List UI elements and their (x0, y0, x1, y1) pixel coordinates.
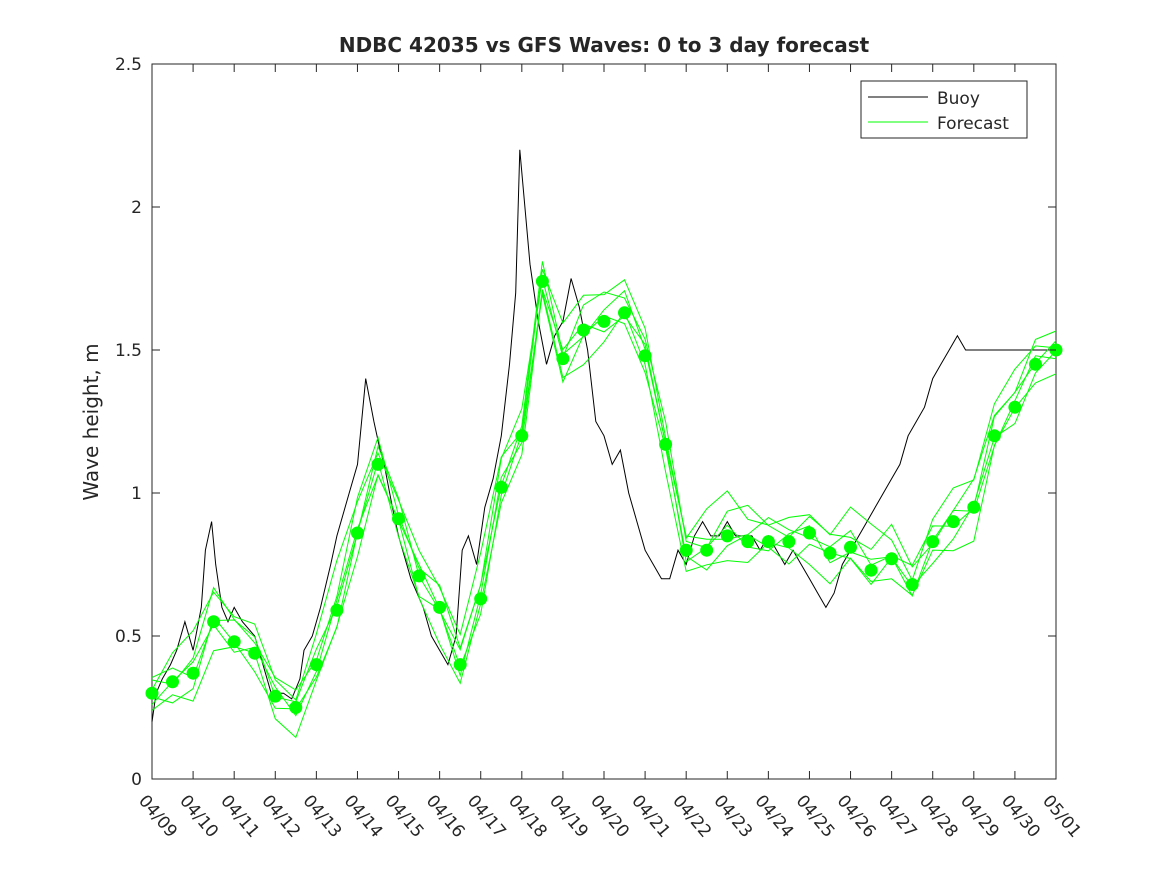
x-tick-label: 04/30 (997, 791, 1044, 841)
forecast-point (186, 666, 200, 680)
forecast-point (926, 535, 940, 549)
y-axis-ticks: 0 0.5 1 1.5 2 2.5 (115, 55, 1056, 790)
forecast-point (166, 675, 179, 689)
x-tick-label: 04/29 (956, 791, 1003, 841)
forecast-point (844, 540, 857, 554)
forecast-point (474, 592, 488, 606)
series-line-forecast-member (151, 294, 1057, 710)
x-tick-label: 04/10 (175, 791, 222, 841)
forecast-point (638, 349, 652, 363)
forecast-point (803, 526, 816, 540)
forecast-point (351, 526, 364, 540)
forecast-point (412, 569, 426, 583)
series-line-buoy (151, 149, 1056, 722)
forecast-point (761, 535, 775, 549)
x-tick-label: 04/26 (833, 791, 880, 841)
x-tick-label: 04/22 (668, 791, 715, 841)
forecast-point (967, 500, 981, 514)
x-tick-label: 04/21 (627, 791, 674, 841)
x-axis-ticks: 04/0904/1004/1104/1204/1304/1404/1504/16… (134, 64, 1085, 842)
forecast-point (1008, 400, 1022, 414)
x-tick-label: 04/24 (751, 791, 798, 841)
forecast-point (946, 515, 960, 529)
y-tick-label: 0 (131, 770, 142, 790)
x-tick-label: 04/12 (257, 791, 304, 841)
x-tick-label: 04/20 (586, 791, 633, 841)
x-tick-label: 04/23 (709, 791, 756, 841)
x-tick-label: 04/28 (915, 791, 962, 841)
forecast-point (371, 457, 385, 471)
x-tick-label: 04/13 (299, 791, 346, 841)
x-tick-label: 04/25 (792, 791, 839, 841)
forecast-point (885, 552, 899, 566)
forecast-point (392, 512, 405, 526)
forecast-point (864, 563, 878, 577)
forecast-point (987, 429, 1001, 443)
forecast-point (494, 480, 508, 494)
forecast-point (618, 306, 631, 320)
y-tick-label: 0.5 (115, 627, 142, 647)
forecast-point (782, 535, 796, 549)
x-tick-label: 05/01 (1038, 791, 1085, 841)
plot-area (145, 63, 1063, 780)
forecast-point (289, 701, 303, 714)
x-tick-label: 04/15 (381, 791, 428, 841)
y-tick-label: 2 (131, 198, 142, 218)
legend-box (860, 80, 1028, 139)
forecast-point (309, 658, 323, 672)
x-tick-label: 04/17 (463, 791, 510, 841)
forecast-point (145, 686, 159, 700)
forecast-point (720, 529, 734, 543)
series-line-forecast-member (151, 269, 1057, 701)
legend-label-forecast: Forecast (937, 114, 1009, 134)
x-tick-label: 04/27 (874, 791, 921, 841)
forecast-point (905, 578, 919, 591)
forecast-point (207, 615, 221, 629)
forecast-point (597, 314, 611, 328)
forecast-point (330, 603, 344, 617)
x-tick-label: 04/16 (422, 791, 469, 841)
forecast-point (577, 323, 590, 337)
forecast-point (659, 437, 673, 451)
series-line-forecast-member (151, 261, 1057, 703)
y-tick-label: 1.5 (115, 341, 142, 361)
forecast-point (823, 546, 837, 560)
forecast-point (556, 352, 570, 366)
series-line-forecast-member (151, 289, 1057, 717)
forecast-point (433, 600, 447, 614)
forecast-point (453, 658, 467, 672)
forecast-point (700, 543, 714, 557)
legend: Buoy Forecast (860, 80, 1028, 139)
forecast-point (268, 689, 282, 703)
axes-box (151, 63, 1057, 780)
forecast-point (515, 429, 529, 443)
series-line-forecast-member (151, 278, 1057, 691)
chart-title: NDBC 42035 vs GFS Waves: 0 to 3 day fore… (339, 33, 870, 57)
y-tick-label: 2.5 (115, 55, 142, 75)
x-tick-label: 04/11 (216, 791, 263, 841)
forecast-point (227, 635, 241, 649)
forecast-point (1029, 357, 1042, 371)
series-line-forecast-member (151, 290, 1057, 739)
forecast-point (741, 535, 755, 549)
legend-label-buoy: Buoy (937, 89, 980, 109)
y-tick-label: 1 (131, 484, 142, 504)
forecast-point (248, 646, 262, 660)
x-tick-label: 04/19 (545, 791, 592, 841)
forecast-point (679, 543, 693, 557)
y-axis-label: Wave height, m (79, 343, 103, 500)
forecast-point (535, 274, 549, 288)
x-tick-label: 04/09 (134, 791, 181, 841)
x-tick-label: 04/14 (340, 791, 387, 841)
x-tick-label: 04/18 (504, 791, 551, 841)
